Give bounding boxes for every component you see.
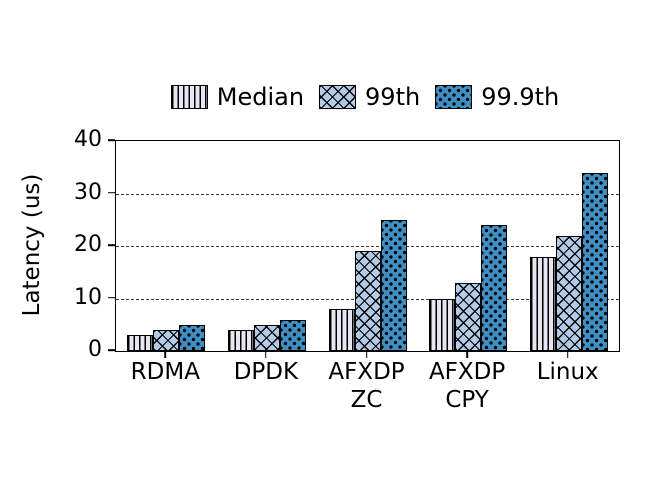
bar xyxy=(555,235,582,351)
y-tick-label: 40 xyxy=(74,127,102,152)
legend-item: 99.9th xyxy=(435,85,559,109)
bar xyxy=(429,298,456,351)
gridline xyxy=(116,193,619,195)
y-tick-label: 10 xyxy=(74,284,102,310)
bar xyxy=(529,256,556,351)
y-tick-mark xyxy=(108,349,115,351)
bar xyxy=(227,330,254,351)
x-tick-mark xyxy=(466,351,468,358)
vertical-pattern-swatch-icon xyxy=(170,85,208,109)
gridline xyxy=(116,246,619,247)
bar xyxy=(354,251,381,351)
bar xyxy=(481,225,508,351)
x-tick-mark xyxy=(265,351,267,358)
bar xyxy=(153,330,180,351)
legend: Median 99th 99.9th xyxy=(105,81,625,113)
y-tick-mark xyxy=(108,139,115,141)
x-tick-mark xyxy=(566,351,569,358)
legend-label: 99.9th xyxy=(481,83,560,111)
bar xyxy=(380,219,407,351)
y-tick-mark xyxy=(108,296,115,299)
x-tick-mark xyxy=(164,351,167,358)
plot-area xyxy=(115,140,620,352)
x-tick-label: AFXDP ZC xyxy=(328,359,405,413)
cross-pattern-swatch-icon xyxy=(319,85,357,109)
legend-label: Median xyxy=(216,83,305,111)
bar xyxy=(279,319,306,351)
y-tick-label: 20 xyxy=(74,232,102,257)
bar xyxy=(127,335,154,351)
y-tick-mark xyxy=(108,244,115,246)
bar xyxy=(328,309,355,351)
x-tick-mark xyxy=(365,351,368,358)
legend-label: 99th xyxy=(365,83,421,111)
y-tick-label: 30 xyxy=(74,179,102,205)
bar xyxy=(179,324,206,351)
legend-item: Median xyxy=(170,83,305,111)
x-tick-label: Linux xyxy=(536,359,599,385)
bar xyxy=(581,172,608,351)
y-tick-mark xyxy=(108,191,115,194)
y-tick-label: 0 xyxy=(88,337,102,362)
x-tick-label: RDMA xyxy=(130,359,200,385)
bar xyxy=(455,282,482,351)
x-tick-label: DPDK xyxy=(233,359,299,385)
dots-pattern-swatch-icon xyxy=(435,85,473,109)
x-tick-label: AFXDP CPY xyxy=(428,359,506,413)
bar xyxy=(253,324,280,351)
legend-item: 99th xyxy=(319,85,420,109)
